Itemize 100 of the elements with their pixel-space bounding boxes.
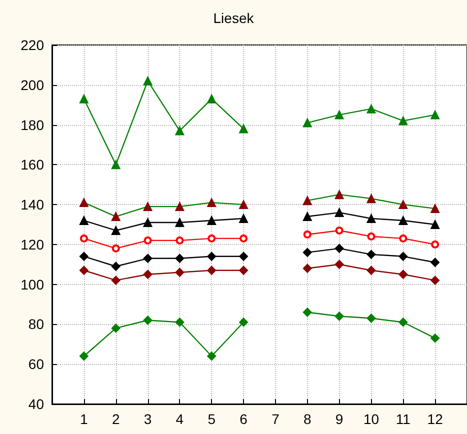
point bbox=[239, 318, 248, 327]
x-tick-label: 8 bbox=[303, 411, 312, 427]
point bbox=[112, 244, 120, 252]
point bbox=[334, 110, 344, 120]
x-tick-label: 6 bbox=[240, 411, 248, 427]
point bbox=[240, 234, 248, 242]
y-tick-label: 220 bbox=[20, 37, 44, 53]
point bbox=[431, 240, 440, 248]
point bbox=[143, 270, 152, 279]
point bbox=[366, 194, 376, 204]
point bbox=[302, 196, 312, 206]
point bbox=[302, 118, 312, 128]
point bbox=[175, 126, 184, 136]
x-tick-label: 12 bbox=[427, 411, 444, 427]
point bbox=[303, 230, 312, 238]
point bbox=[430, 220, 440, 229]
y-tick-label: 60 bbox=[28, 356, 44, 372]
point bbox=[176, 236, 184, 244]
point bbox=[144, 236, 152, 244]
point bbox=[175, 254, 184, 263]
point bbox=[367, 232, 376, 240]
point bbox=[79, 216, 88, 226]
point bbox=[143, 316, 152, 325]
point bbox=[111, 262, 120, 271]
point bbox=[334, 190, 344, 200]
point bbox=[79, 94, 88, 104]
point bbox=[334, 208, 344, 218]
point bbox=[143, 254, 152, 263]
y-tick-label: 100 bbox=[20, 276, 44, 292]
point bbox=[430, 258, 440, 267]
point bbox=[143, 218, 152, 228]
point bbox=[335, 226, 344, 234]
chart-title: Liesek bbox=[213, 10, 255, 26]
x-tick-label: 10 bbox=[363, 411, 380, 427]
point bbox=[302, 308, 312, 317]
point bbox=[239, 266, 248, 275]
point bbox=[398, 318, 408, 327]
point bbox=[79, 198, 88, 208]
point bbox=[302, 212, 312, 222]
x-tick-label: 11 bbox=[396, 411, 411, 427]
point bbox=[175, 218, 184, 228]
y-tick-label: 140 bbox=[20, 196, 44, 213]
point bbox=[111, 226, 120, 235]
point bbox=[208, 234, 216, 242]
y-tick-label: 120 bbox=[20, 236, 44, 252]
y-tick-label: 200 bbox=[20, 76, 44, 93]
x-tick-label: 1 bbox=[80, 411, 88, 427]
point bbox=[398, 200, 408, 210]
point bbox=[111, 324, 120, 333]
point bbox=[398, 116, 408, 126]
point bbox=[430, 204, 440, 214]
x-tick-label: 7 bbox=[272, 411, 280, 427]
point bbox=[430, 110, 440, 120]
point bbox=[207, 266, 216, 275]
point bbox=[143, 76, 152, 86]
point bbox=[398, 270, 408, 279]
x-tick-label: 2 bbox=[112, 411, 120, 427]
point bbox=[239, 214, 248, 224]
point bbox=[239, 124, 248, 134]
point bbox=[366, 314, 376, 323]
point bbox=[366, 250, 376, 259]
y-tick-label: 180 bbox=[20, 116, 44, 133]
point bbox=[366, 214, 376, 224]
point bbox=[207, 352, 216, 361]
point bbox=[80, 234, 88, 242]
point bbox=[334, 244, 344, 253]
point bbox=[334, 312, 344, 321]
point bbox=[207, 198, 216, 208]
x-tick-label: 9 bbox=[335, 411, 344, 427]
point bbox=[111, 212, 120, 222]
x-tick-label: 5 bbox=[208, 411, 216, 427]
point bbox=[398, 216, 408, 226]
point bbox=[398, 252, 408, 261]
point bbox=[366, 104, 376, 114]
point bbox=[79, 252, 88, 261]
point bbox=[207, 252, 216, 261]
point bbox=[111, 160, 120, 170]
point bbox=[175, 202, 184, 212]
point bbox=[399, 234, 408, 242]
point bbox=[175, 318, 184, 327]
point bbox=[302, 248, 312, 257]
point bbox=[334, 260, 344, 269]
x-tick-label: 3 bbox=[144, 411, 152, 427]
point bbox=[79, 352, 88, 361]
point bbox=[207, 216, 216, 226]
point bbox=[79, 266, 88, 275]
y-tick-label: 40 bbox=[28, 396, 44, 412]
y-tick-label: 160 bbox=[20, 156, 44, 173]
point bbox=[143, 202, 152, 212]
point bbox=[302, 264, 312, 273]
point bbox=[430, 276, 440, 285]
point bbox=[111, 276, 120, 285]
point bbox=[175, 268, 184, 277]
point bbox=[207, 94, 216, 104]
point bbox=[366, 266, 376, 275]
point bbox=[239, 200, 248, 210]
point bbox=[239, 252, 248, 261]
point bbox=[430, 334, 440, 343]
x-tick-label: 4 bbox=[176, 411, 184, 427]
y-tick-label: 80 bbox=[28, 316, 44, 332]
